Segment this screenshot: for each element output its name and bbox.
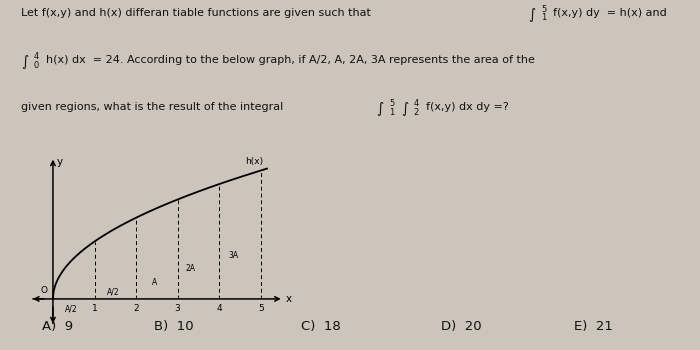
Text: C)  18: C) 18 xyxy=(301,320,341,334)
Text: given regions, what is the result of the integral: given regions, what is the result of the… xyxy=(21,102,284,112)
Text: 4: 4 xyxy=(34,52,39,61)
Text: A: A xyxy=(152,278,158,287)
Text: A/2: A/2 xyxy=(107,288,120,297)
Text: A/2: A/2 xyxy=(65,304,78,313)
Text: D)  20: D) 20 xyxy=(441,320,482,334)
Text: 5: 5 xyxy=(389,99,395,108)
Text: 3A: 3A xyxy=(229,251,239,260)
Text: h(x): h(x) xyxy=(245,157,263,166)
Text: B)  10: B) 10 xyxy=(154,320,194,334)
Text: 2A: 2A xyxy=(185,264,195,273)
Text: x: x xyxy=(286,294,292,304)
Text: 1: 1 xyxy=(389,108,395,117)
Text: ∫: ∫ xyxy=(528,8,536,22)
Text: 0: 0 xyxy=(34,61,39,70)
Text: 4: 4 xyxy=(216,304,222,313)
Text: 5: 5 xyxy=(541,5,547,14)
Text: 2: 2 xyxy=(133,304,139,313)
Text: f(x,y) dy  = h(x) and: f(x,y) dy = h(x) and xyxy=(553,8,666,18)
Text: 3: 3 xyxy=(175,304,181,313)
Text: ∫: ∫ xyxy=(377,102,384,116)
Text: 5: 5 xyxy=(258,304,264,313)
Text: 1: 1 xyxy=(92,304,97,313)
Text: A)  9: A) 9 xyxy=(42,320,73,334)
Text: ∫: ∫ xyxy=(401,102,408,116)
Text: E)  21: E) 21 xyxy=(574,320,613,334)
Text: Let f(x,y) and h(x) differan tiable functions are given such that: Let f(x,y) and h(x) differan tiable func… xyxy=(21,8,371,18)
Text: h(x) dx  = 24. According to the below graph, if A/2, A, 2A, 3A represents the ar: h(x) dx = 24. According to the below gra… xyxy=(46,55,534,65)
Text: ∫: ∫ xyxy=(21,55,28,69)
Text: 2: 2 xyxy=(414,108,419,117)
Text: O: O xyxy=(41,286,48,295)
Text: f(x,y) dx dy =?: f(x,y) dx dy =? xyxy=(426,102,508,112)
Text: y: y xyxy=(56,157,62,167)
Text: 4: 4 xyxy=(414,99,419,108)
Text: 1: 1 xyxy=(541,13,547,22)
